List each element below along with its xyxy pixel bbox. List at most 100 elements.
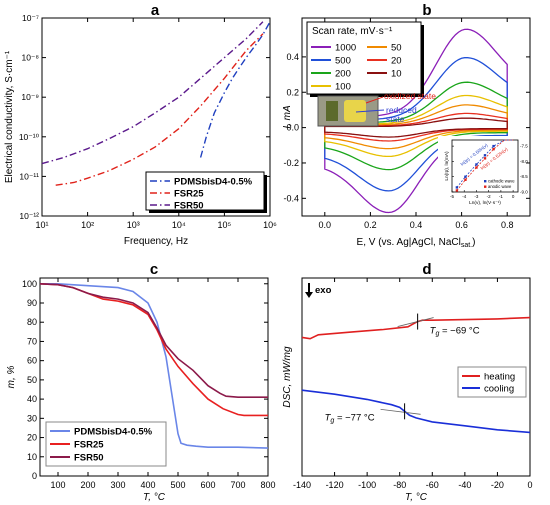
film-photo-dark <box>326 101 338 121</box>
chart_data.0-xtick-label: 10⁵ <box>218 220 232 230</box>
chart_data.0-ytick-label: 10⁻¹⁰ <box>19 132 40 142</box>
legend-label: FSR50 <box>174 201 204 212</box>
chart_data.2-xtick-label: 800 <box>260 480 275 490</box>
oxidized-arrow <box>365 96 384 104</box>
tg-cooling-sub: g <box>330 417 334 424</box>
chart_data.3-xtick-label: -120 <box>326 480 344 490</box>
chart_data.2-ytick-label: 100 <box>22 279 37 289</box>
legend-label: 200 <box>335 69 351 80</box>
panel-d-frame <box>301 277 531 477</box>
inset-point <box>475 166 478 169</box>
chart_data.2-ytick-label: 30 <box>27 413 37 423</box>
cv-curve <box>324 81 508 171</box>
inset-point <box>475 163 478 166</box>
x-axis-label-sub: sat. <box>461 242 472 249</box>
legend-label: 1000 <box>335 43 356 54</box>
series-line <box>199 21 271 158</box>
y-axis-label: m, % <box>6 366 17 389</box>
tg-cooling-tangent <box>380 408 421 415</box>
panel-label: b <box>422 2 431 19</box>
inset-point <box>455 189 459 192</box>
reduced-arrow <box>355 109 385 113</box>
legend-label: FSR50 <box>74 453 104 464</box>
x-axis-label: T, °C <box>143 492 166 503</box>
inset-y-label: Ln(Ip), ln(mA) <box>444 151 450 181</box>
chart_data.0-xtick-label: 10¹ <box>35 220 48 230</box>
chart_data.0-ytick-label: 10⁻⁷ <box>22 13 39 23</box>
inset-point <box>483 157 487 160</box>
series-line <box>40 283 269 449</box>
legend-label: FSR25 <box>74 440 104 451</box>
chart_data.1-ytick-label: -0.2 <box>283 158 299 168</box>
chart_data.0-ytick-label: 10⁻¹¹ <box>19 171 39 181</box>
legend-label: 10 <box>391 69 402 80</box>
reduced-label: reduced <box>386 105 417 115</box>
tg-heating-sub: g <box>435 331 439 338</box>
inset-xtick-label: -4 <box>462 194 466 199</box>
legend-label: 500 <box>335 56 351 67</box>
legend-label: cooling <box>484 384 514 395</box>
chart_data.1-xtick-label: 0.0 <box>319 220 332 230</box>
inset-xtick-label: -3 <box>474 194 478 199</box>
legend-label: PDMSbisD4-0.5% <box>74 427 153 438</box>
y-axis-label: I, mA <box>282 105 293 129</box>
chart_data.1-ytick-label: 0.4 <box>286 52 299 62</box>
tg-heating-T: T <box>430 326 437 337</box>
inset-ytick-label: -8.5 <box>520 174 528 179</box>
chart_data.1-ytick-label: 0.0 <box>286 123 299 133</box>
inset-point <box>492 144 495 148</box>
chart_data.0-xtick-label: 10⁶ <box>263 220 277 230</box>
chart_data.0-ytick-label: 10⁻¹² <box>19 211 39 221</box>
inset-ytick-label: -9.0 <box>520 190 528 195</box>
chart_data.2-ytick-label: 80 <box>27 317 37 327</box>
chart_data.2-xtick-label: 600 <box>200 480 215 490</box>
x-axis-label-main: E, V (vs. Ag|AgCl, NaCl <box>357 237 461 248</box>
chart_data.2-xtick-label: 500 <box>170 480 185 490</box>
inset-ytick-label: -8.0 <box>520 159 528 164</box>
chart_data.2-ytick-label: 40 <box>27 394 37 404</box>
chart_data.1-ytick-label: -0.4 <box>283 193 299 203</box>
inset-point <box>483 154 487 157</box>
cv-curve <box>324 117 508 138</box>
cv-curve <box>324 94 508 158</box>
chart_data.2-xtick-label: 300 <box>110 480 125 490</box>
series-line <box>55 33 264 186</box>
tg-cooling-label: Tg = −77 °C <box>325 412 375 424</box>
chart_data.0-ytick-label: 10⁻⁹ <box>21 92 39 102</box>
inset-xtick-label: 0 <box>512 194 515 199</box>
chart_data.2-ytick-label: 90 <box>27 298 37 308</box>
chart_data.1-xtick-label: 0.2 <box>364 220 377 230</box>
chart_data.0-xtick-label: 10⁴ <box>172 220 186 230</box>
chart_data.3-xtick-label: -100 <box>358 480 376 490</box>
tg-cooling-T: T <box>325 412 332 423</box>
exo-arrow-head <box>305 292 313 298</box>
chart_data.2-xtick-label: 400 <box>140 480 155 490</box>
y-axis-label: Electrical conductivity, S·cm⁻¹ <box>4 50 15 183</box>
legend-box <box>145 171 265 211</box>
x-axis-label: Frequency, Hz <box>124 236 188 247</box>
panel-label: d <box>422 261 431 278</box>
tg-heating-label: Tg = −69 °C <box>430 326 480 338</box>
chart_data.2-xtick-label: 700 <box>230 480 245 490</box>
legend-label: 20 <box>391 56 402 67</box>
x-axis-label: E, V (vs. Ag|AgCl, NaClsat.) <box>357 237 476 249</box>
chart_data.3-xtick-label: -40 <box>458 480 471 490</box>
y-axis-label: DSC, mW/mg <box>282 346 293 408</box>
tg-heating-val: = −69 °C <box>439 326 479 337</box>
chart_data.1-xtick-label: 0.8 <box>501 220 514 230</box>
chart_data.0-ytick-label: 10⁻⁸ <box>21 53 39 63</box>
chart_data.3-xtick-label: 0 <box>527 480 532 490</box>
panel-label: a <box>151 2 160 19</box>
cv-curve <box>324 104 508 150</box>
x-axis-label: T, °C <box>405 492 428 503</box>
panel-label: c <box>150 261 158 278</box>
chart_data.2-ytick-label: 20 <box>27 433 37 443</box>
chart_data.0-xtick-label: 10² <box>81 220 94 230</box>
reduced-label-2: state <box>386 114 405 124</box>
exo-label: exo <box>315 285 332 296</box>
chart_data.1-xtick-label: 0.4 <box>410 220 423 230</box>
series-line <box>301 389 531 434</box>
series-line <box>41 21 264 165</box>
film-photo-yellow <box>344 100 366 122</box>
